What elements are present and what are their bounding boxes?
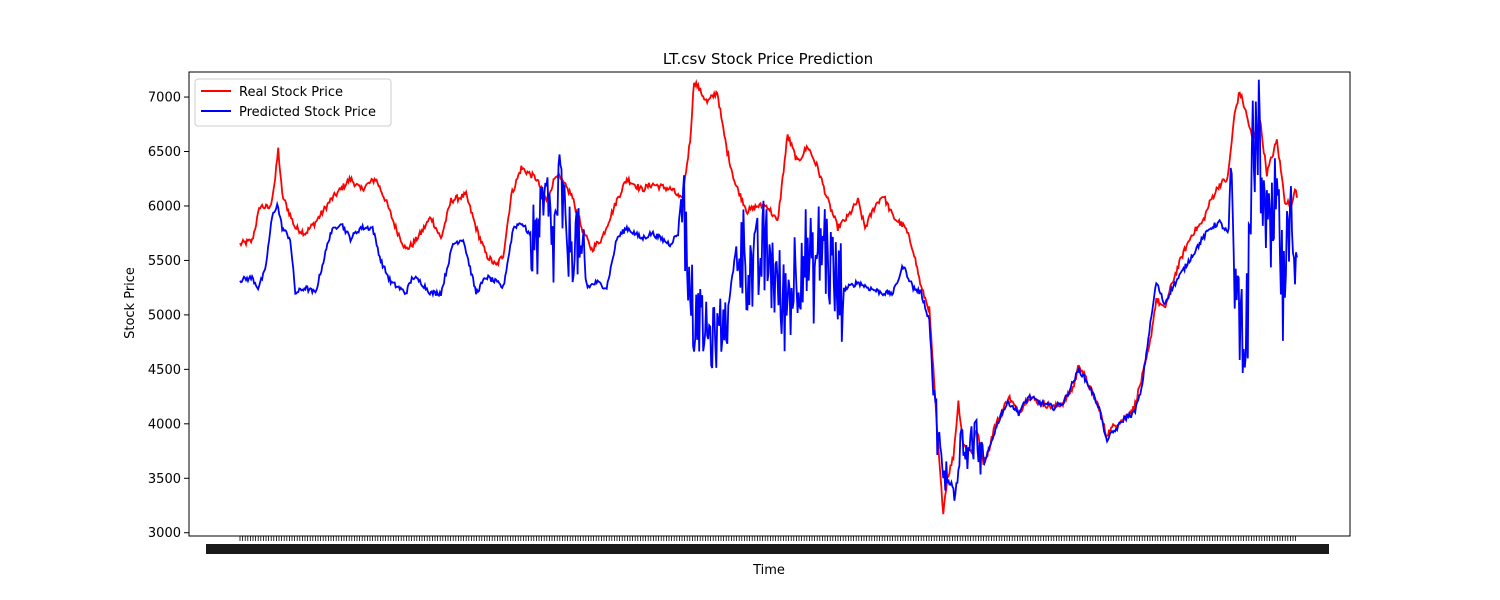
- plot-frame: [188, 71, 1351, 537]
- chart-title: LT.csv Stock Price Prediction: [663, 50, 873, 68]
- y-tick-label: 5000: [148, 308, 181, 323]
- legend-label-predicted: Predicted Stock Price: [239, 105, 376, 120]
- x-axis-label: Time: [752, 563, 785, 578]
- y-tick-label: 4000: [148, 417, 181, 432]
- y-axis-ticks: 3000 3500 4000 4500 5000 5500 6000 6500 7000: [148, 91, 189, 541]
- y-tick-label: 6000: [148, 199, 181, 214]
- legend-label-real: Real Stock Price: [239, 85, 343, 100]
- legend: Real Stock Price Predicted Stock Price: [194, 78, 392, 127]
- y-tick-label: 3500: [148, 472, 181, 487]
- series-predicted-stock-price-line: [239, 79, 1298, 501]
- y-tick-label: 6500: [148, 145, 181, 160]
- y-axis-label: Stock Price: [123, 267, 138, 339]
- x-tick-marks: [239, 536, 1296, 541]
- y-tick-label: 4500: [148, 363, 181, 378]
- x-axis-ticks: [206, 536, 1329, 554]
- x-tick-labels-overlapping: [206, 544, 1329, 554]
- y-tick-label: 5500: [148, 254, 181, 269]
- legend-frame: [194, 78, 392, 127]
- series-real-stock-price-line: [239, 78, 1298, 515]
- plot-area: 3000 3500 4000 4500 5000 5500 6000 6500 7000: [148, 71, 1351, 554]
- y-tick-label: 7000: [148, 91, 181, 106]
- y-tick-label: 3000: [148, 526, 181, 541]
